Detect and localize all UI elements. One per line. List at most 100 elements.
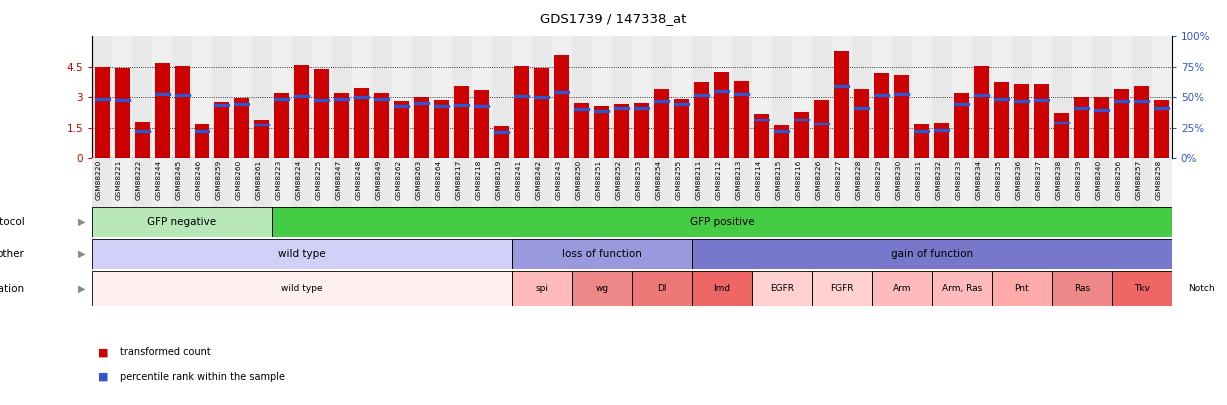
- Bar: [135, 130, 150, 132]
- Bar: [494, 126, 509, 158]
- Bar: [1012, 36, 1032, 158]
- Bar: [92, 239, 512, 269]
- Text: GSM88244: GSM88244: [156, 160, 162, 200]
- Bar: [555, 91, 569, 93]
- Bar: [731, 36, 752, 158]
- Bar: [1094, 109, 1109, 111]
- Bar: [195, 130, 210, 132]
- Bar: [475, 105, 490, 107]
- Bar: [374, 93, 389, 158]
- Bar: [714, 90, 729, 92]
- Bar: [452, 36, 472, 158]
- Bar: [812, 271, 872, 306]
- Text: GSM88233: GSM88233: [956, 160, 962, 200]
- Bar: [574, 103, 589, 158]
- Text: GSM88259: GSM88259: [216, 160, 222, 200]
- Text: GSM88225: GSM88225: [317, 160, 321, 200]
- Bar: [1092, 36, 1112, 158]
- Text: GSM88255: GSM88255: [676, 160, 682, 200]
- Text: GSM88211: GSM88211: [696, 160, 702, 200]
- Bar: [234, 103, 249, 105]
- Bar: [794, 113, 810, 158]
- Bar: [834, 51, 849, 158]
- Bar: [735, 81, 750, 158]
- Bar: [512, 271, 572, 306]
- Bar: [174, 66, 189, 158]
- Bar: [292, 158, 312, 235]
- Bar: [594, 107, 610, 158]
- Bar: [615, 107, 629, 109]
- Bar: [512, 158, 533, 235]
- Bar: [92, 271, 512, 306]
- Bar: [114, 99, 130, 101]
- Bar: [512, 239, 692, 269]
- Bar: [234, 98, 249, 158]
- Bar: [174, 94, 189, 96]
- Bar: [812, 36, 832, 158]
- Text: GSM88245: GSM88245: [175, 160, 182, 200]
- Bar: [252, 158, 272, 235]
- Bar: [794, 119, 810, 120]
- Bar: [972, 158, 991, 235]
- Bar: [574, 109, 589, 110]
- Bar: [1114, 89, 1129, 158]
- Bar: [955, 103, 969, 105]
- Bar: [394, 105, 410, 107]
- Bar: [612, 36, 632, 158]
- Bar: [654, 100, 670, 102]
- Text: wild type: wild type: [281, 284, 323, 293]
- Bar: [755, 115, 769, 158]
- Bar: [372, 36, 391, 158]
- Text: Arm, Ras: Arm, Ras: [941, 284, 982, 293]
- Bar: [854, 89, 870, 158]
- Bar: [735, 93, 750, 95]
- Bar: [834, 85, 849, 87]
- Text: FGFR: FGFR: [831, 284, 854, 293]
- Text: wild type: wild type: [279, 249, 326, 259]
- Text: GSM88242: GSM88242: [536, 160, 542, 200]
- Text: genotype/variation: genotype/variation: [0, 284, 25, 294]
- Bar: [1052, 36, 1072, 158]
- Bar: [912, 36, 931, 158]
- Bar: [254, 124, 270, 126]
- Bar: [374, 98, 389, 100]
- Bar: [512, 271, 572, 306]
- Bar: [894, 93, 909, 95]
- Bar: [92, 36, 112, 158]
- Bar: [1134, 86, 1150, 158]
- Text: GSM88215: GSM88215: [775, 160, 782, 200]
- Bar: [352, 158, 372, 235]
- Text: Notch: Notch: [1189, 284, 1215, 293]
- Bar: [314, 69, 330, 158]
- Bar: [314, 99, 330, 101]
- Text: GSM88232: GSM88232: [936, 160, 942, 200]
- Bar: [1094, 97, 1109, 158]
- Bar: [114, 68, 130, 158]
- Bar: [934, 123, 950, 158]
- Bar: [875, 73, 890, 158]
- Bar: [952, 36, 972, 158]
- Bar: [731, 158, 752, 235]
- Bar: [894, 75, 909, 158]
- Bar: [1032, 36, 1052, 158]
- Bar: [412, 36, 432, 158]
- Bar: [355, 88, 369, 158]
- Bar: [454, 86, 470, 158]
- Text: ■: ■: [98, 347, 112, 357]
- Bar: [1054, 113, 1069, 158]
- Bar: [152, 36, 172, 158]
- Bar: [135, 122, 150, 158]
- Text: loss of function: loss of function: [562, 249, 642, 259]
- Bar: [912, 158, 931, 235]
- Bar: [215, 104, 229, 106]
- Text: GSM88241: GSM88241: [515, 160, 521, 200]
- Bar: [1112, 271, 1172, 306]
- Bar: [634, 103, 649, 158]
- Bar: [292, 36, 312, 158]
- Bar: [535, 96, 550, 98]
- Text: GSM88248: GSM88248: [356, 160, 362, 200]
- Text: GSM88256: GSM88256: [1115, 160, 1121, 200]
- Bar: [1034, 99, 1049, 101]
- Bar: [634, 107, 649, 109]
- Text: GSM88251: GSM88251: [596, 160, 602, 200]
